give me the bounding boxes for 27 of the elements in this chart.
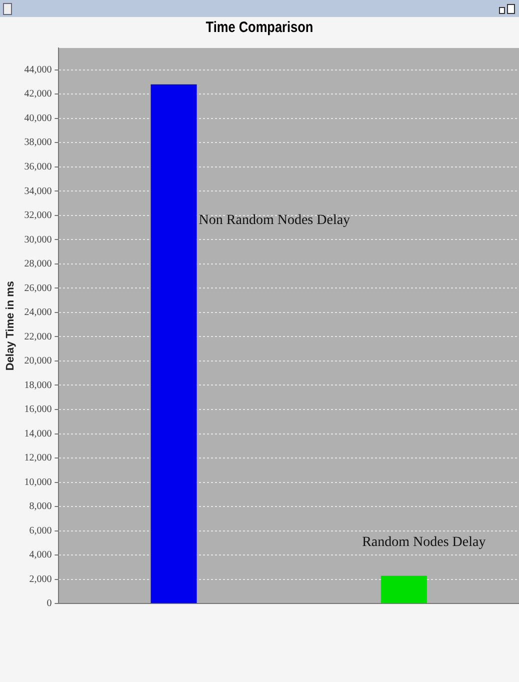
y-tick-label: 24,000	[24, 307, 52, 318]
y-tick-label: 32,000	[24, 210, 52, 222]
chart-title: Time Comparison	[204, 18, 314, 38]
y-tick-label: 34,000	[24, 186, 52, 197]
y-tick-label: 16,000	[24, 404, 52, 416]
y-tick-label: 42,000	[24, 88, 52, 100]
y-tick-label: 12,000	[24, 452, 52, 464]
y-tick-label: 30,000	[24, 234, 52, 246]
y-tick-label: 28,000	[24, 258, 52, 270]
annotation: Random Nodes Delay	[362, 535, 486, 550]
y-tick-label: 10,000	[24, 476, 52, 488]
y-tick-label: 40,000	[24, 112, 52, 124]
y-tick-label: 4,000	[29, 550, 52, 561]
y-tick-label: 2,000	[29, 574, 52, 585]
y-tick-label: 14,000	[24, 428, 52, 440]
y-tick-label: 20,000	[24, 356, 52, 367]
y-tick-label: 44,000	[24, 64, 52, 76]
y-tick-label: 38,000	[24, 137, 52, 148]
y-tick-label: 26,000	[24, 282, 52, 294]
y-axis-title: Delay Time in ms	[4, 280, 17, 371]
annotation: Non Random Nodes Delay	[198, 212, 350, 228]
y-tick-label: 0	[46, 598, 52, 610]
y-tick-label: 36,000	[24, 162, 52, 173]
y-tick-label: 8,000	[29, 501, 52, 512]
y-tick-label: 22,000	[24, 331, 52, 342]
y-tick-label: 18,000	[24, 380, 52, 391]
y-tick-label: 6,000	[29, 525, 52, 536]
